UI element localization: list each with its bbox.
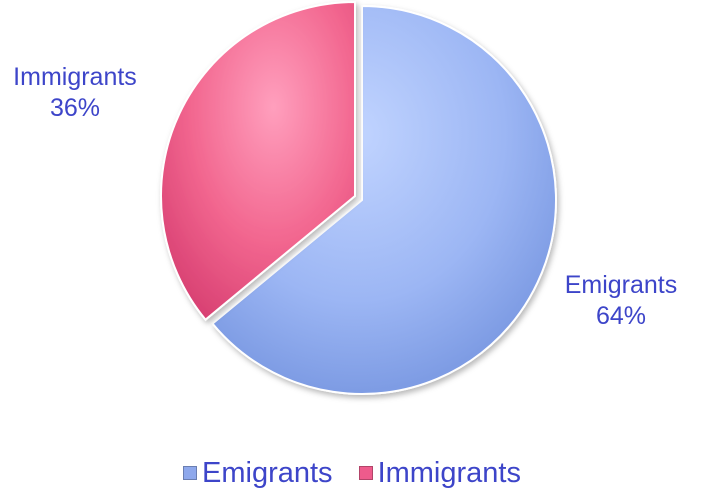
legend-label-immigrants: Immigrants bbox=[377, 457, 521, 489]
pie-slice-immigrants bbox=[160, 0, 356, 322]
data-label-emigrants-name: Emigrants bbox=[564, 271, 678, 299]
legend-item-emigrants: Emigrants bbox=[183, 457, 333, 489]
data-label-immigrants-value: 36% bbox=[49, 94, 101, 122]
pie-slice-emigrants bbox=[211, 4, 557, 395]
legend-swatch-emigrants bbox=[183, 466, 198, 480]
legend-label-emigrants: Emigrants bbox=[202, 457, 333, 489]
legend: Emigrants Immigrants bbox=[0, 453, 704, 493]
data-label-immigrants: Immigrants 36% bbox=[0, 62, 150, 124]
data-label-emigrants: Emigrants 64% bbox=[546, 270, 696, 332]
legend-item-immigrants: Immigrants bbox=[358, 457, 521, 489]
data-label-immigrants-name: Immigrants bbox=[13, 63, 137, 91]
legend-swatch-immigrants bbox=[358, 466, 373, 480]
data-label-emigrants-value: 64% bbox=[595, 302, 647, 330]
